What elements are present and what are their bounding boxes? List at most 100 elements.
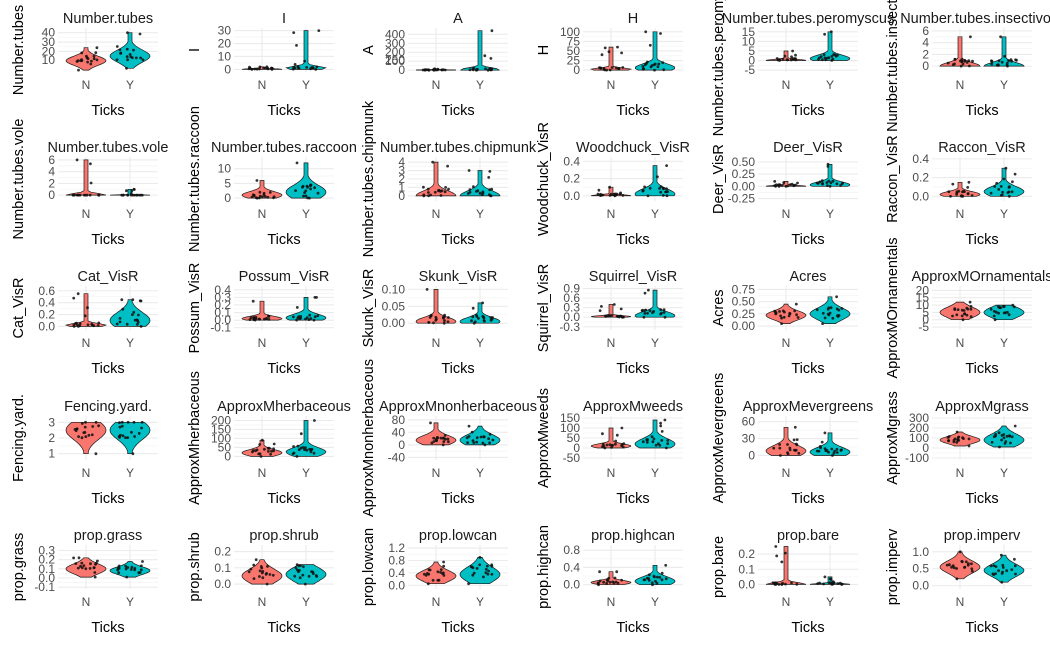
y-tick-label: 150 bbox=[560, 411, 580, 425]
panel-title: Woodchuck_VisR bbox=[576, 140, 690, 156]
x-tick-label: N bbox=[432, 207, 441, 221]
data-point bbox=[604, 314, 607, 318]
data-point bbox=[130, 56, 134, 60]
data-point bbox=[971, 59, 974, 63]
data-point bbox=[272, 449, 275, 453]
data-point bbox=[477, 317, 480, 320]
data-point bbox=[835, 451, 839, 454]
data-point bbox=[294, 189, 297, 193]
data-point bbox=[968, 300, 972, 304]
data-point bbox=[960, 58, 964, 61]
data-point bbox=[829, 30, 833, 34]
data-point bbox=[447, 316, 450, 319]
y-tick-label: 0 bbox=[224, 191, 231, 205]
data-point bbox=[830, 447, 834, 451]
data-point bbox=[955, 430, 959, 434]
y-tick-label: 60 bbox=[742, 415, 756, 429]
data-point bbox=[77, 68, 80, 72]
data-point bbox=[490, 29, 494, 33]
data-point bbox=[467, 424, 471, 428]
data-point bbox=[119, 52, 122, 55]
y-tick-label: 20 bbox=[218, 37, 232, 51]
data-point bbox=[1002, 436, 1006, 440]
data-point bbox=[616, 45, 619, 49]
data-point bbox=[835, 448, 839, 451]
data-point bbox=[818, 56, 821, 60]
data-point bbox=[468, 188, 472, 192]
data-point bbox=[257, 452, 261, 456]
y-tick-label: 30 bbox=[42, 35, 56, 49]
y-tick-label: 0.2 bbox=[912, 171, 929, 185]
data-point bbox=[96, 324, 100, 327]
y-axis-label: prop.shrub bbox=[187, 532, 203, 601]
violin-N bbox=[415, 289, 457, 324]
data-point bbox=[308, 313, 312, 317]
data-point bbox=[621, 315, 625, 319]
y-tick-label: 2 bbox=[48, 176, 55, 190]
data-point bbox=[315, 575, 319, 578]
data-point bbox=[659, 185, 663, 189]
x-tick-label: Y bbox=[126, 207, 134, 221]
data-point bbox=[443, 190, 447, 194]
data-point bbox=[993, 185, 997, 188]
violin-N bbox=[415, 561, 457, 585]
data-point bbox=[266, 67, 270, 71]
data-point bbox=[132, 420, 136, 424]
data-point bbox=[826, 184, 829, 188]
y-axis-label: ApproxMherbaceous bbox=[187, 371, 203, 505]
y-axis-label: ApproxMgrass bbox=[885, 391, 901, 484]
data-point bbox=[1002, 305, 1006, 308]
data-point bbox=[614, 442, 617, 446]
data-point bbox=[827, 450, 830, 454]
data-point bbox=[479, 435, 483, 439]
violin-N bbox=[765, 426, 807, 456]
data-point bbox=[644, 30, 648, 34]
data-point bbox=[490, 187, 494, 191]
data-point bbox=[124, 564, 128, 568]
data-point bbox=[482, 315, 486, 319]
data-point bbox=[966, 186, 970, 189]
data-point bbox=[473, 320, 477, 324]
data-point bbox=[659, 308, 663, 311]
y-tick-label: 0.6 bbox=[38, 284, 55, 298]
data-point bbox=[436, 436, 440, 440]
y-axis-label: A bbox=[361, 45, 377, 55]
data-point bbox=[603, 68, 607, 72]
data-point bbox=[816, 582, 820, 585]
x-tick-label: N bbox=[956, 336, 965, 350]
data-point bbox=[427, 568, 431, 572]
y-axis-label: Number.tubes.peromyscus bbox=[711, 0, 727, 136]
data-point bbox=[1012, 305, 1016, 309]
data-point bbox=[129, 568, 133, 571]
y-tick-label: 0.4 bbox=[214, 283, 231, 297]
data-point bbox=[651, 440, 655, 444]
panel-5: N Y-5051015Number.tubes.peromyscusTicksNu… bbox=[711, 0, 894, 136]
data-point bbox=[997, 305, 1000, 308]
data-point bbox=[781, 581, 784, 585]
x-tick-label: N bbox=[258, 78, 267, 92]
y-tick-label: 0.1 bbox=[738, 562, 755, 576]
violin-Y bbox=[809, 296, 851, 324]
data-point bbox=[608, 194, 612, 197]
y-tick-label: 0.4 bbox=[388, 566, 405, 580]
data-point bbox=[487, 176, 491, 179]
data-point bbox=[780, 184, 784, 187]
data-point bbox=[293, 574, 297, 578]
panel-title: H bbox=[628, 11, 638, 27]
data-point bbox=[472, 185, 475, 189]
data-point bbox=[644, 308, 648, 312]
data-point bbox=[653, 68, 656, 72]
y-tick-label: 0.4 bbox=[38, 296, 55, 310]
panel-13: N Y 0.00.20.40.6 Cat_VisR Ticks Cat_VisR bbox=[11, 269, 158, 377]
data-point bbox=[778, 58, 781, 62]
data-point bbox=[642, 67, 646, 71]
data-point bbox=[317, 29, 321, 32]
data-point bbox=[83, 425, 87, 429]
data-point bbox=[945, 563, 949, 567]
data-point bbox=[250, 195, 254, 199]
y-axis-label: ApproxMweeds bbox=[536, 388, 552, 488]
data-point bbox=[93, 575, 97, 579]
data-point bbox=[486, 572, 490, 576]
